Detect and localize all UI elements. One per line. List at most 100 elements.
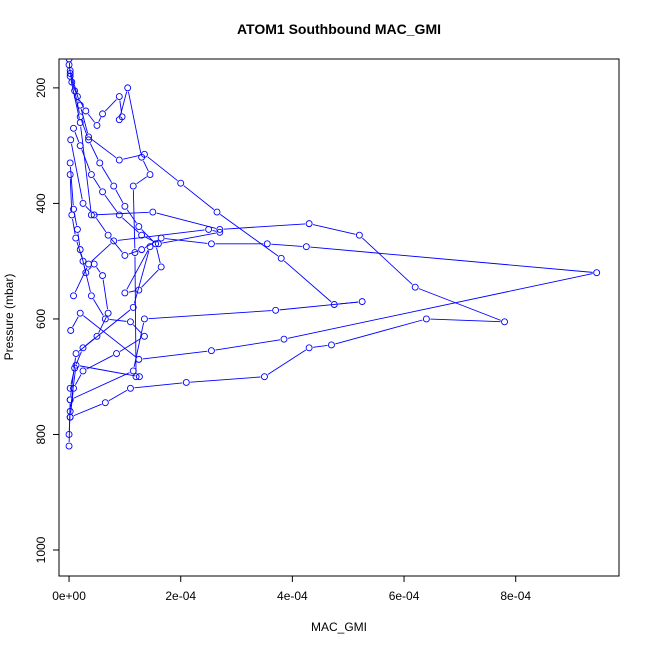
data-point [67,136,75,144]
series-line-segment [104,194,118,212]
data-point [85,260,93,268]
y-tick-label: 1000 [34,536,48,563]
series-line-segment [219,214,279,257]
data-point [216,225,224,233]
data-point [70,384,77,392]
data-point [411,283,419,291]
y-axis: 200 400 600 800 1000 [34,78,60,563]
data-point [71,364,79,372]
series-line-segment [142,160,149,172]
series-line-segment [335,319,423,345]
series-line-segment [271,243,303,247]
series-line-segment [212,229,217,232]
series-line-segment [279,301,359,311]
series-line-segment [287,273,593,339]
series-8 [66,171,148,421]
series-line-segment [81,149,91,171]
data-point [422,315,430,323]
y-tick-label: 200 [34,78,48,98]
data-point [67,327,75,334]
x-tick-label: 4e-04 [277,589,308,603]
data-point [277,254,285,262]
series-line-segment [119,338,142,352]
series-line-segment [76,241,83,258]
data-point [302,243,310,251]
series-line-segment [80,108,89,134]
data-point [216,228,224,236]
data-point [135,355,143,363]
data-point [154,240,162,248]
series-line-segment [80,126,92,212]
series-line-segment [126,209,137,224]
data-point [85,136,93,144]
data-point [138,231,146,239]
data-point [121,202,129,210]
x-tick-label: 8e-04 [500,589,531,603]
series-line-segment [73,403,102,417]
series-line-segment [83,315,136,358]
data-point [127,318,134,326]
chart-title: ATOM1 Southbound MAC_GMI [237,21,441,37]
series-line-segment [70,371,75,385]
series-line-segment [105,99,117,112]
data-point [146,171,154,178]
series-line-segment [72,218,76,235]
series-line-segment [128,250,138,255]
series-line-segment [91,139,117,159]
series-line-segment [70,74,80,102]
data-point [73,225,81,233]
series-line-segment [71,143,83,200]
series-line-segment [310,246,593,273]
series-line-segment [85,338,95,346]
series-line-segment [93,299,104,316]
series-line-segment [119,91,128,116]
data-point [157,234,165,242]
data-point [124,84,132,92]
data-point [68,211,76,219]
data-point [66,171,74,178]
data-point [72,234,80,242]
series-line-segment [68,415,71,431]
series-line-segment [83,264,91,293]
data-point [65,442,73,450]
data-point [65,431,73,438]
data-point [70,124,77,132]
series-line-segment [102,279,108,310]
plot-frame [58,58,620,577]
series-line-segment [109,318,127,322]
series-line-segment [144,236,156,243]
data-point [82,107,90,115]
series-line-segment [430,318,501,323]
series-6 [67,136,601,363]
series-line-segment [134,256,137,373]
data-point [263,240,271,248]
series-line-segment [96,267,101,273]
data-point [355,231,363,239]
series-line-segment [98,117,102,123]
series-line-segment [121,217,139,233]
data-point [79,344,87,352]
series-line-segment [361,237,413,285]
data-point [113,350,120,358]
data-point [358,298,366,306]
data-point [104,231,112,239]
series-line-segment [418,288,501,321]
series-line-segment [162,232,216,244]
series-7 [66,159,112,392]
series-line-segment [215,339,281,351]
series-line-segment [75,351,82,365]
series-line-segment [128,91,142,154]
series-line-segment [72,316,79,328]
series-line-segment [79,365,136,377]
data-point [76,309,84,317]
data-point [135,223,143,230]
data-point [66,72,74,80]
series-line-segment [190,376,261,383]
series-3 [66,67,366,404]
data-point [140,332,148,340]
series-line-segment [312,224,356,235]
series-line-segment [156,212,217,229]
series-line-segment [141,229,154,242]
series-line-segment [132,324,142,334]
